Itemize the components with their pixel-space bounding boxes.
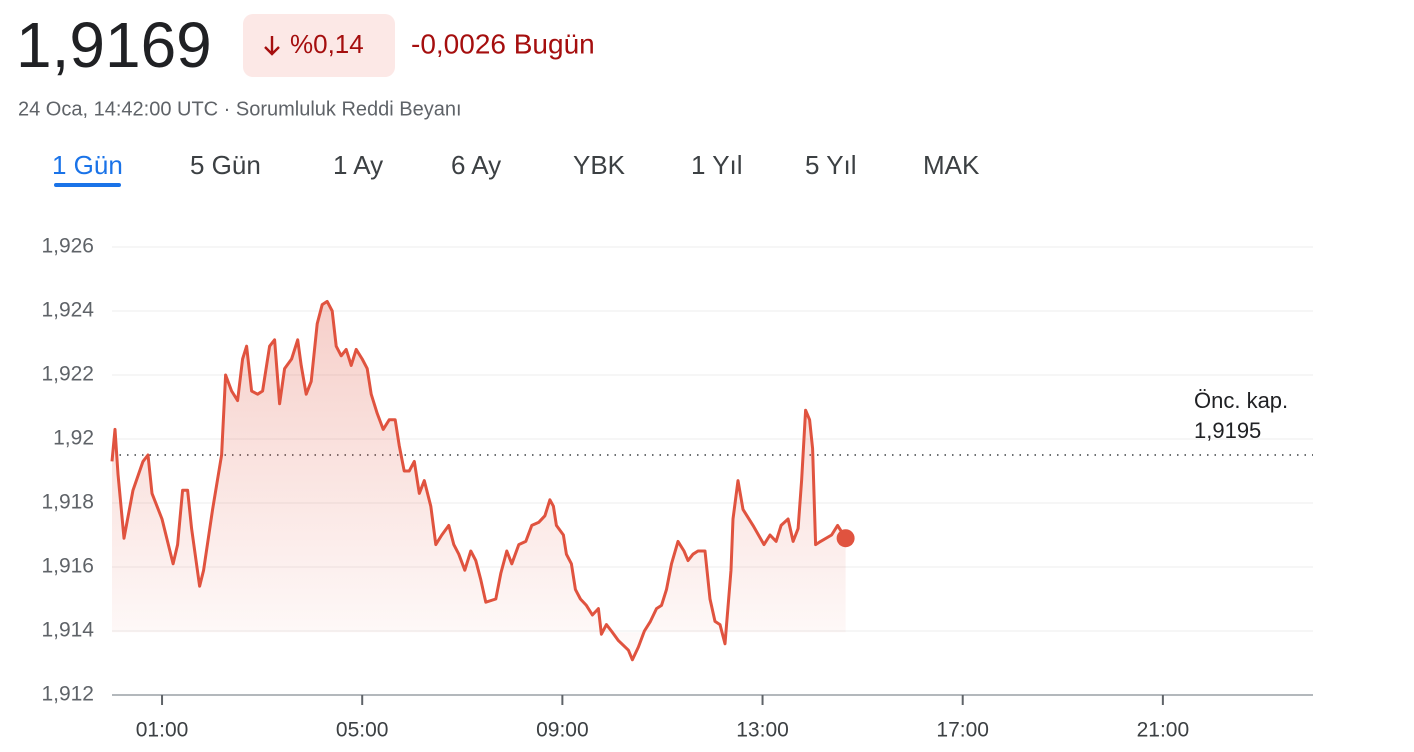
- active-tab-indicator: [54, 183, 121, 187]
- change-badge: [243, 14, 395, 77]
- y-tick-label: 1,926: [41, 235, 94, 258]
- range-tab[interactable]: 1 Gün: [52, 150, 123, 180]
- chart: 1,912 1,914 1,916 1,918 1,92 1,922 1,924 1,926 0…: [41, 235, 1313, 742]
- previous-close-label: Önc. kap.: [1194, 388, 1288, 413]
- x-tick-label: 13:00: [736, 719, 789, 742]
- timestamp: 24 Oca, 14:42:00 UTC · Sorumluluk Reddi …: [18, 98, 462, 120]
- y-tick-label: 1,914: [41, 619, 94, 642]
- change-today: -0,0026 Bugün: [411, 28, 595, 59]
- range-tabs: 1 Gün 5 Gün 1 Ay 6 Ay YBK 1 Yıl 5 Yıl MAK: [52, 150, 980, 187]
- range-tab[interactable]: 1 Yıl: [691, 150, 743, 180]
- x-tick-label: 09:00: [536, 719, 589, 742]
- x-tick-label: 21:00: [1137, 719, 1190, 742]
- y-tick-label: 1,92: [53, 427, 94, 450]
- range-tab[interactable]: MAK: [923, 150, 980, 180]
- range-tab[interactable]: 5 Gün: [190, 150, 261, 180]
- y-tick-label: 1,922: [41, 363, 94, 386]
- change-percent: %0,14: [290, 29, 364, 59]
- y-tick-label: 1,918: [41, 491, 94, 514]
- x-tick-label: 17:00: [936, 719, 989, 742]
- range-tab[interactable]: 5 Yıl: [805, 150, 857, 180]
- range-tab[interactable]: 6 Ay: [451, 150, 501, 180]
- y-tick-label: 1,912: [41, 683, 94, 706]
- range-tab[interactable]: 1 Ay: [333, 150, 383, 180]
- range-tab[interactable]: YBK: [573, 150, 626, 180]
- x-tick-label: 05:00: [336, 719, 389, 742]
- price-line: [110, 299, 847, 662]
- y-tick-label: 1,916: [41, 555, 94, 578]
- price-area: [112, 301, 846, 660]
- previous-close-value: 1,9195: [1194, 418, 1261, 443]
- x-tick-label: 01:00: [136, 719, 189, 742]
- last-price-dot: [836, 529, 855, 548]
- price: 1,9169: [16, 9, 212, 81]
- down-arrow-icon: [264, 36, 280, 56]
- y-tick-label: 1,924: [41, 299, 94, 322]
